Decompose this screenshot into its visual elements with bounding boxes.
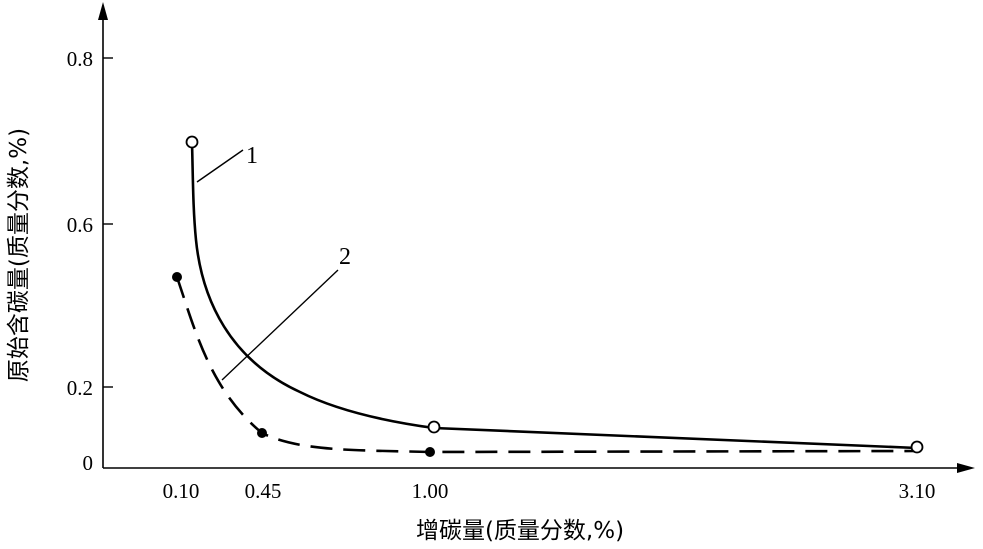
series-1-point bbox=[427, 420, 441, 434]
x-tick-label-3.10: 3.10 bbox=[899, 479, 936, 503]
y-axis-label: 原始含碳量(质量分数,%) bbox=[6, 128, 32, 382]
y-tick-label-0.8: 0.8 bbox=[67, 47, 93, 71]
series-1-point bbox=[910, 440, 924, 454]
axes bbox=[98, 2, 975, 473]
y-axis-arrow bbox=[98, 2, 108, 20]
x-tick-label-0.45: 0.45 bbox=[245, 479, 282, 503]
y-tick-label-0.2: 0.2 bbox=[67, 376, 93, 400]
x-ticks: 0.10 0.45 1.00 3.10 bbox=[163, 479, 936, 503]
series-2-line bbox=[175, 276, 918, 454]
series-2-point bbox=[257, 428, 267, 438]
series-2-label: 2 bbox=[339, 244, 351, 270]
x-tick-label-0.10: 0.10 bbox=[163, 479, 200, 503]
x-axis-label: 增碳量(质量分数,%) bbox=[416, 518, 624, 544]
series-2-point bbox=[172, 272, 182, 282]
series-2-leader bbox=[221, 269, 339, 381]
series-2-point bbox=[425, 447, 435, 457]
x-tick-label-1.00: 1.00 bbox=[412, 479, 449, 503]
y-ticks: 0.8 0.6 0.2 0 bbox=[67, 47, 113, 475]
x-axis-arrow bbox=[957, 463, 975, 473]
origin-label: 0 bbox=[83, 451, 94, 475]
series-1-leader bbox=[196, 149, 244, 183]
y-tick-label-0.6: 0.6 bbox=[67, 213, 93, 237]
series-1-line bbox=[190, 141, 918, 450]
series-1-label: 1 bbox=[246, 143, 258, 169]
series-1-point bbox=[185, 135, 199, 149]
